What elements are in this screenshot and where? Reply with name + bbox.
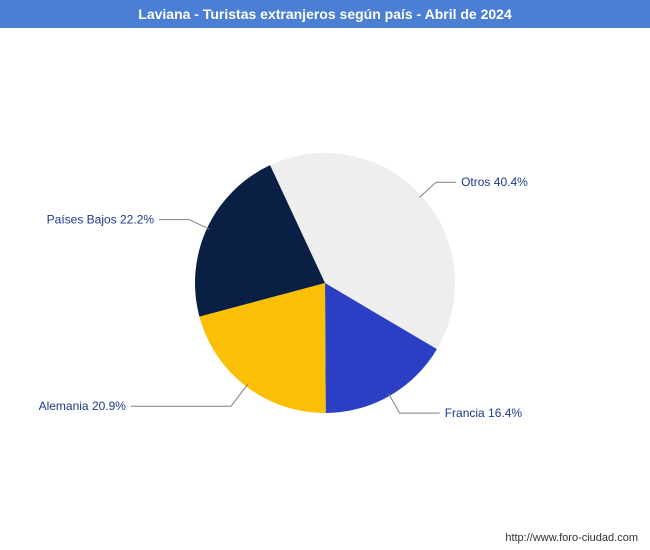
leader-line: [419, 182, 456, 197]
footer-url: http://www.foro-ciudad.com: [505, 532, 638, 544]
leader-line: [131, 384, 248, 406]
slice-label: Francia 16.4%: [445, 406, 523, 420]
chart-title: Laviana - Turistas extranjeros según paí…: [138, 6, 511, 22]
pie-chart: Otros 40.4% Francia 16.4% Alemania 20.9% Pa…: [0, 28, 650, 520]
slice-label: Otros 40.4%: [461, 175, 528, 189]
slice-label: Alemania 20.9%: [39, 399, 127, 413]
chart-title-bar: Laviana - Turistas extranjeros según paí…: [0, 0, 650, 28]
leader-line: [159, 220, 209, 230]
leader-line: [388, 393, 439, 413]
chart-area: Otros 40.4% Francia 16.4% Alemania 20.9% Pa…: [0, 28, 650, 520]
slice-label: Países Bajos 22.2%: [47, 213, 155, 227]
